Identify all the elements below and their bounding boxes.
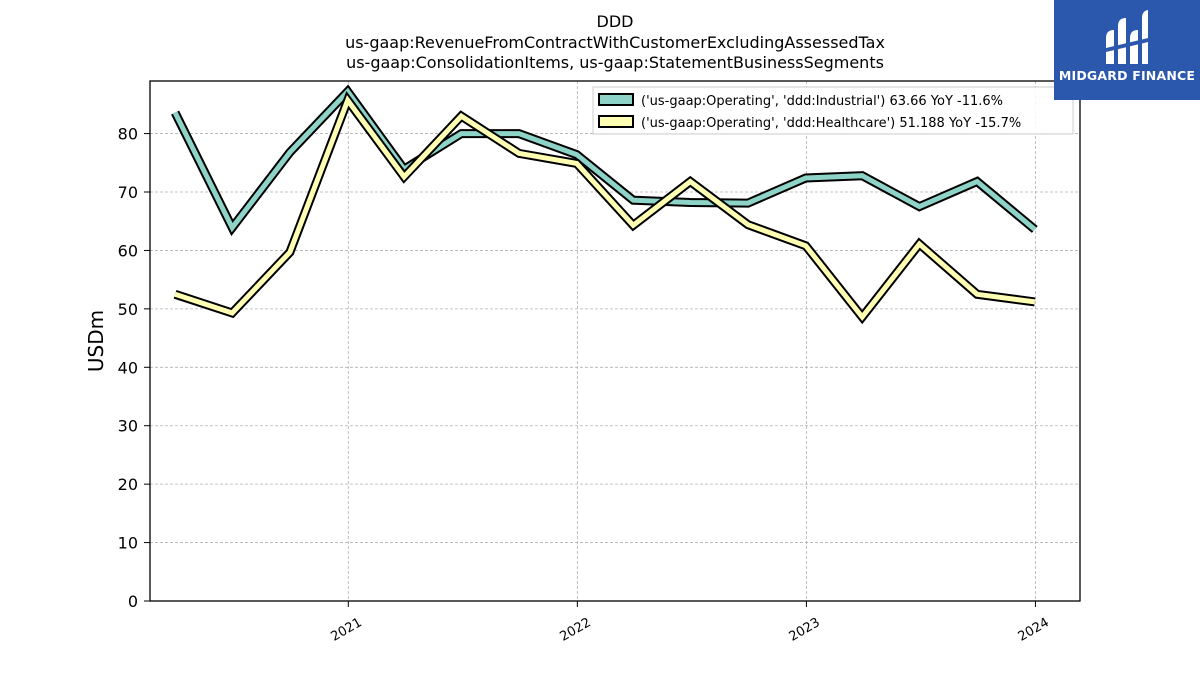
- legend-swatch-industrial: [598, 93, 634, 106]
- x-tick-label: 2024: [1016, 615, 1052, 645]
- y-tick-label: 10: [118, 534, 138, 553]
- x-tick-label: 2021: [328, 615, 364, 645]
- legend-frame: [592, 86, 1074, 135]
- y-tick-label: 40: [118, 358, 138, 377]
- midgard-finance-logo: MIDGARD FINANCE: [1054, 0, 1200, 100]
- x-tick-label: 2022: [558, 615, 594, 645]
- y-axis: 0 10 20 30 40 50 60 70 80: [118, 125, 150, 611]
- series-1: [173, 90, 1036, 325]
- y-tick-label: 20: [118, 475, 138, 494]
- series-lines: [171, 84, 1038, 325]
- series-line: [172, 87, 1037, 233]
- chart-title-line-3: us-gaap:ConsolidationItems, us-gaap:Stat…: [346, 53, 884, 72]
- chart-title-line-1: DDD: [597, 12, 634, 31]
- logo-text: MIDGARD FINANCE: [1058, 68, 1196, 83]
- y-tick-label: 0: [128, 592, 138, 611]
- series-0: [171, 84, 1038, 237]
- y-tick-label: 60: [118, 241, 138, 260]
- legend-label-healthcare: ('us-gaap:Operating', 'ddd:Healthcare') …: [641, 116, 1021, 131]
- midgard-logo-mark-icon: [1106, 10, 1148, 64]
- y-tick-label: 50: [118, 300, 138, 319]
- y-tick-label: 30: [118, 417, 138, 436]
- series-line: [174, 95, 1036, 322]
- x-axis: 2021 2022 2023 2024: [328, 601, 1052, 645]
- y-tick-label: 70: [118, 183, 138, 202]
- chart-title-line-2: us-gaap:RevenueFromContractWithCustomerE…: [345, 33, 885, 52]
- y-axis-label: USDm: [84, 310, 108, 372]
- x-tick-label: 2023: [787, 615, 823, 645]
- y-tick-label: 80: [118, 125, 138, 144]
- legend-swatch-healthcare: [598, 115, 634, 128]
- legend-label-industrial: ('us-gaap:Operating', 'ddd:Industrial') …: [641, 94, 1003, 109]
- plot-frame: [149, 80, 1081, 602]
- chart-title: DDD us-gaap:RevenueFromContractWithCusto…: [345, 12, 885, 72]
- legend: ('us-gaap:Operating', 'ddd:Industrial') …: [592, 86, 1074, 135]
